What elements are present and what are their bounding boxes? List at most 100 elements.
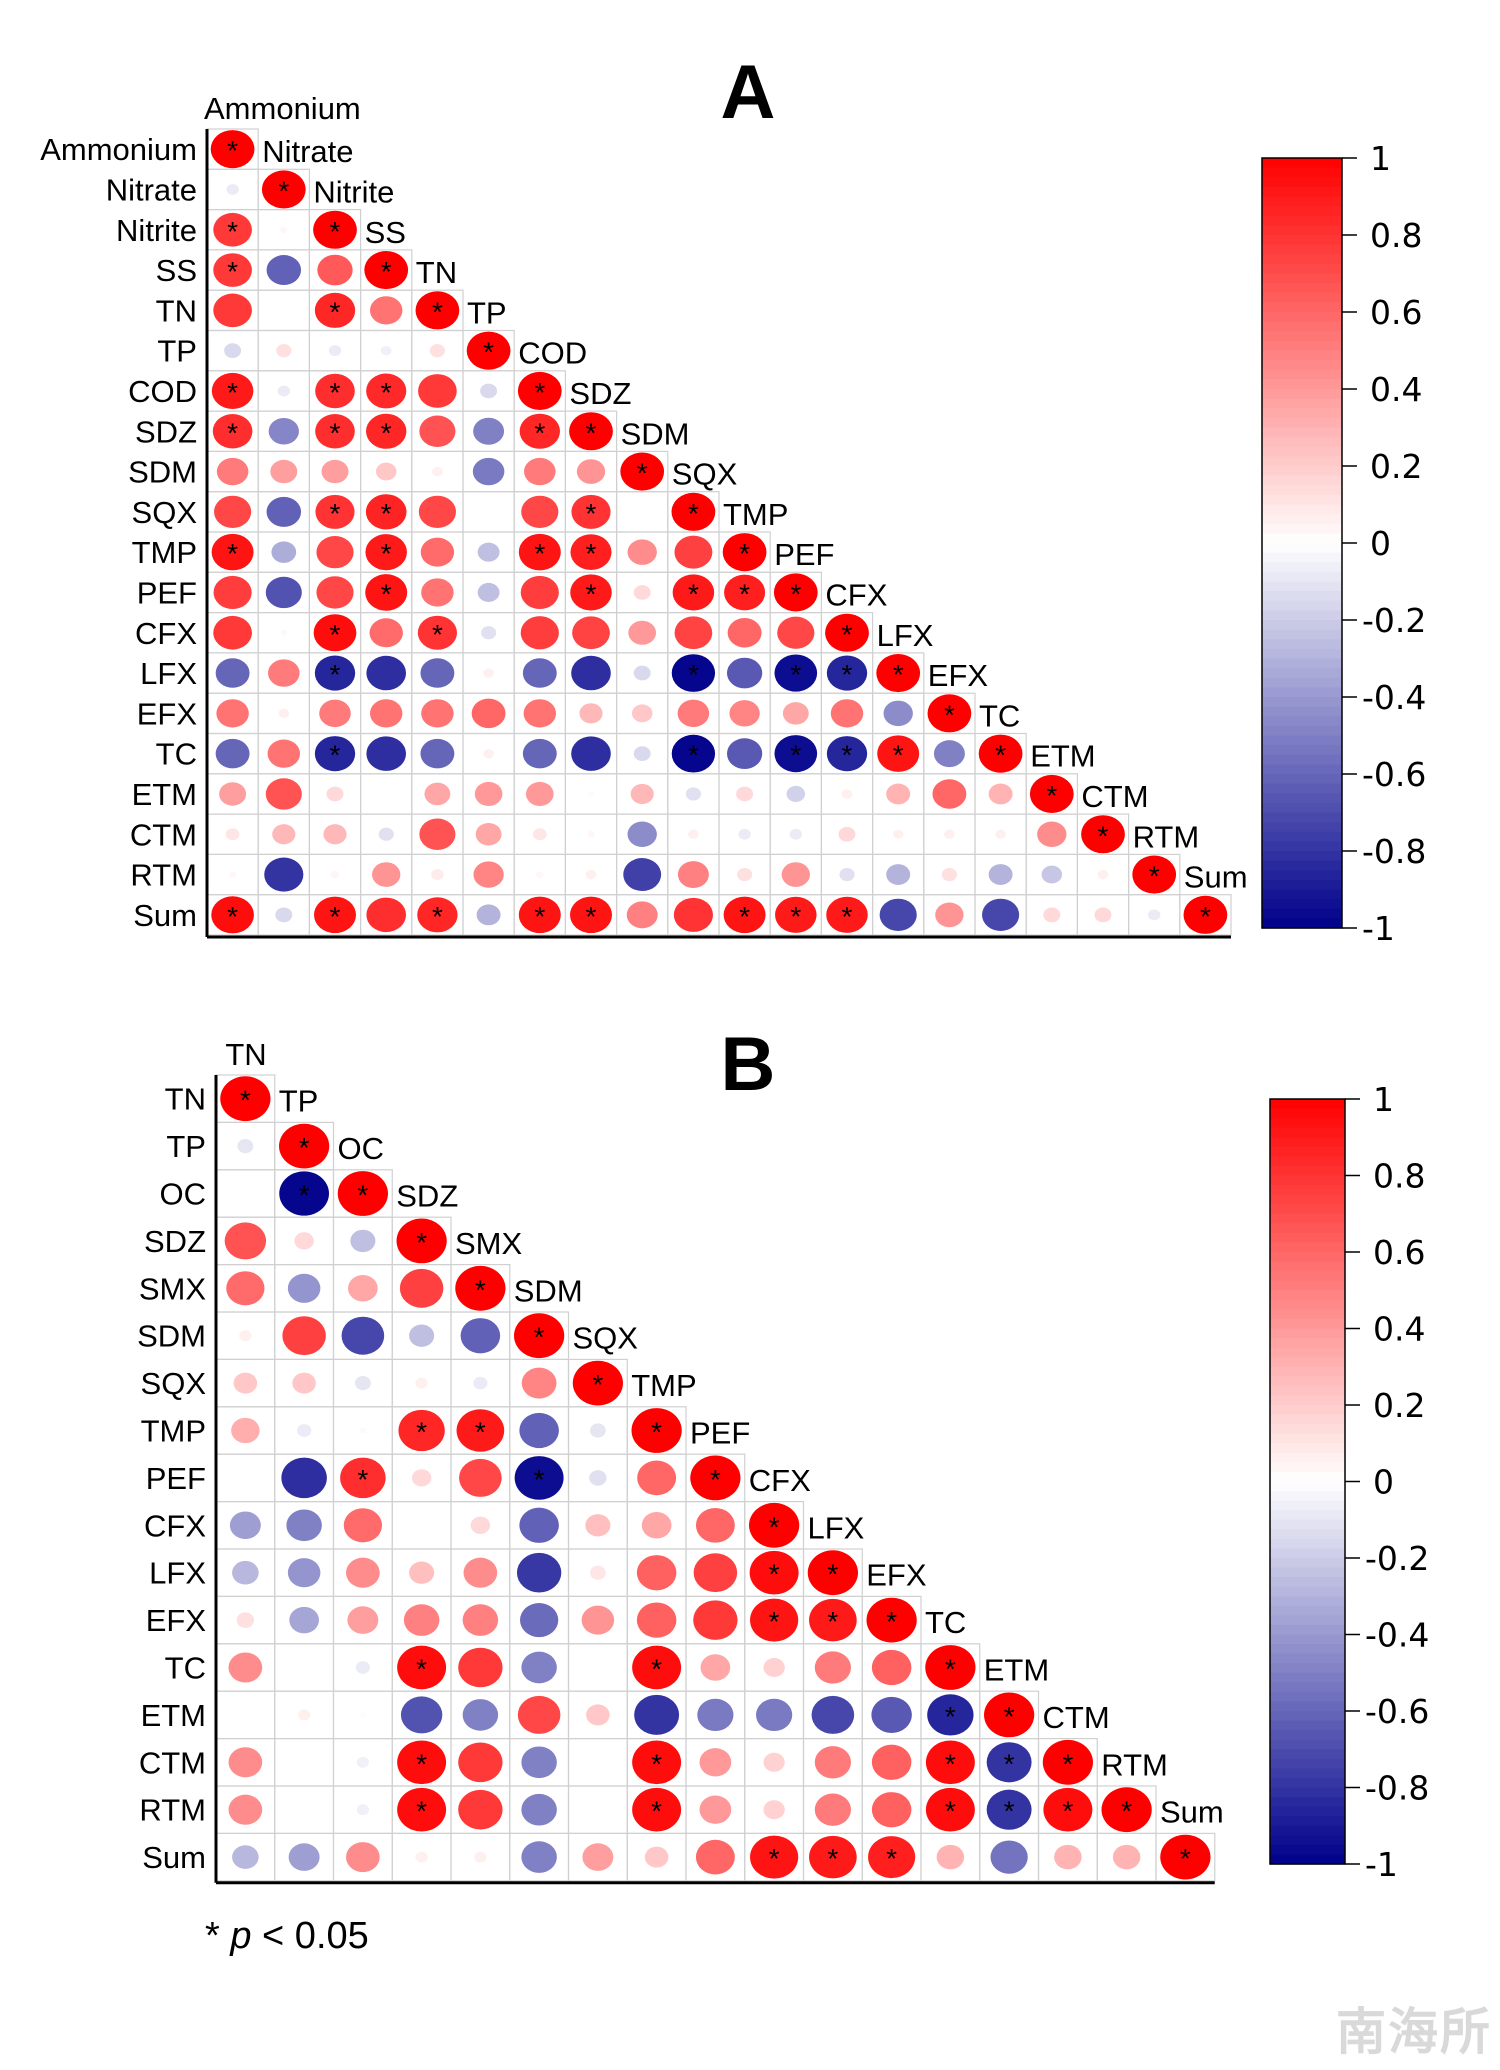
diagonal-label: SDM: [621, 416, 690, 451]
colorbar-segment: [1262, 427, 1342, 438]
row-label: TC: [165, 1651, 206, 1686]
correlation-mark: [1183, 895, 1228, 934]
correlation-mark: [219, 782, 247, 806]
correlation-mark: [634, 1694, 680, 1735]
colorbar-segment: [1270, 1213, 1345, 1224]
significance-star: *: [534, 377, 545, 408]
correlation-mark: [359, 1711, 366, 1718]
grid-cell: [1155, 1832, 1216, 1882]
correlation-mark: [313, 614, 357, 652]
correlation-mark: [690, 1455, 741, 1501]
correlation-mark: [514, 1313, 565, 1359]
diagonal-label: ETM: [1030, 739, 1095, 774]
significance-star: *: [227, 901, 238, 932]
diagonal-label: LFX: [808, 1510, 865, 1545]
colorbar-segment: [1270, 1749, 1345, 1760]
correlation-mark: [341, 1316, 385, 1355]
significance-star: *: [432, 901, 443, 932]
correlation-mark: [789, 828, 802, 840]
correlation-mark: [472, 457, 505, 486]
correlation-mark: [826, 896, 868, 933]
significance-star: *: [381, 578, 392, 609]
correlation-mark: [476, 904, 501, 926]
colorbar-segment: [1262, 360, 1342, 371]
diagonal-label: ETM: [984, 1653, 1049, 1688]
correlation-mark: [265, 778, 302, 810]
correlation-mark: [398, 1409, 445, 1452]
correlation-mark: [988, 864, 1013, 885]
correlation-mark: [750, 1598, 799, 1642]
colorbar-segment: [1270, 1414, 1345, 1425]
colorbar-segment: [1262, 754, 1342, 765]
significance-star: *: [886, 1843, 897, 1874]
correlation-mark: [220, 1076, 271, 1122]
correlation-mark: [671, 734, 716, 773]
colorbar-segment: [1270, 1433, 1345, 1444]
colorbar-segment: [1262, 899, 1342, 910]
correlation-mark: [375, 462, 397, 481]
colorbar-segment: [1262, 331, 1342, 342]
significance-star: *: [381, 377, 392, 408]
significance-star: *: [1149, 861, 1160, 892]
colorbar-segment: [1270, 1405, 1345, 1416]
colorbar-tick-label: -0.6: [1362, 755, 1426, 794]
colorbar-segment: [1270, 1395, 1345, 1406]
correlation-mark: [933, 740, 965, 768]
correlation-mark: [738, 828, 751, 840]
correlation-mark: [292, 1372, 316, 1394]
correlation-mark: [700, 1654, 731, 1681]
colorbar-tick-label: -0.6: [1365, 1692, 1429, 1731]
correlation-mark: [777, 616, 815, 649]
significance-star: *: [534, 901, 545, 932]
colorbar-segment: [1262, 475, 1342, 486]
significance-star: *: [240, 1085, 251, 1116]
correlation-mark: [215, 738, 250, 769]
correlation-mark: [397, 1645, 447, 1690]
significance-star: *: [688, 498, 699, 529]
significance-star: *: [381, 498, 392, 529]
correlation-mark: [569, 412, 613, 451]
colorbar-segment: [1262, 350, 1342, 361]
colorbar-tick-label: 0.2: [1370, 447, 1422, 486]
correlation-mark: [417, 615, 457, 650]
correlation-mark: [365, 494, 407, 530]
colorbar-segment: [1262, 697, 1342, 708]
diagonal-label: CFX: [825, 577, 887, 612]
row-label: TMP: [132, 535, 197, 570]
correlation-mark: [321, 459, 349, 484]
significance-star: *: [227, 377, 238, 408]
significance-star: *: [739, 578, 750, 609]
correlation-mark: [581, 1605, 615, 1635]
panel-label: A: [721, 50, 776, 135]
correlation-mark: [978, 734, 1023, 773]
significance-star: *: [432, 296, 443, 327]
colorbar-segment: [1270, 1357, 1345, 1368]
correlation-mark: [693, 1600, 738, 1640]
correlation-mark: [279, 1171, 329, 1216]
row-label: LFX: [140, 656, 197, 691]
correlation-mark: [364, 251, 409, 290]
diagonal-label: CTM: [1081, 779, 1148, 814]
correlation-mark: [415, 1377, 428, 1389]
correlation-mark: [270, 459, 298, 484]
colorbar-segment: [1270, 1099, 1345, 1110]
diagonal-label: PEF: [690, 1416, 750, 1451]
significance-star: *: [945, 1796, 956, 1827]
colorbar-segment: [1262, 774, 1342, 785]
correlation-mark: [277, 385, 290, 397]
correlation-mark: [314, 292, 356, 328]
correlation-mark: [354, 1376, 371, 1391]
significance-star: *: [278, 175, 289, 206]
row-label: SDM: [128, 455, 197, 490]
correlation-mark: [316, 576, 354, 609]
correlation-mark: [995, 829, 1006, 839]
row-label: TP: [166, 1129, 206, 1164]
correlation-mark: [986, 1789, 1032, 1830]
significance-star: *: [416, 1417, 427, 1448]
colorbar-tick-label: 0.2: [1373, 1386, 1425, 1425]
correlation-mark: [415, 291, 460, 330]
diagonal-label: SQX: [672, 457, 738, 492]
correlation-mark: [475, 822, 502, 846]
row-label: OC: [160, 1177, 207, 1212]
correlation-mark: [571, 655, 611, 691]
